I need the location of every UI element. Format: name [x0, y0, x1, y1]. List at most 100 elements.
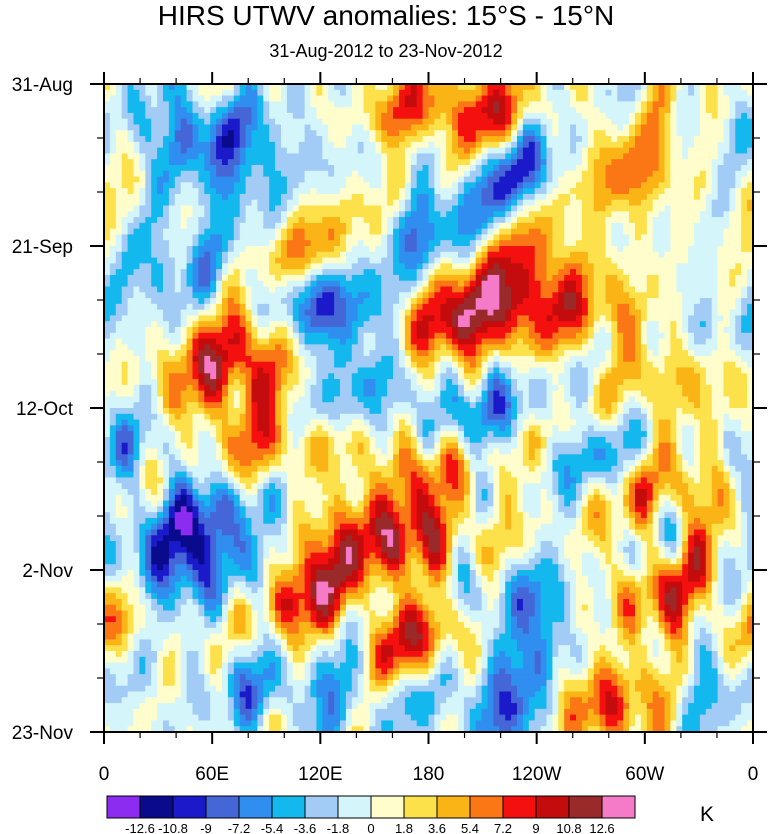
field-cell [552, 251, 571, 259]
field-cell [416, 529, 424, 536]
field-cell [481, 350, 489, 357]
field-cell [475, 396, 483, 403]
field-cell [629, 136, 636, 143]
field-cell [404, 355, 412, 363]
field-cell [511, 315, 518, 322]
field-cell [310, 263, 323, 270]
field-cell [163, 564, 170, 571]
field-cell [286, 408, 294, 415]
field-cell [511, 205, 518, 212]
field-cell [180, 101, 194, 108]
field-cell [452, 396, 459, 403]
field-cell [399, 575, 412, 583]
field-cell [210, 419, 223, 426]
field-cell [399, 332, 406, 340]
field-cell [723, 136, 730, 143]
field-cell [275, 425, 282, 432]
field-cell [198, 350, 217, 357]
field-cell [670, 84, 677, 91]
field-cell [115, 257, 123, 264]
field-cell [434, 379, 441, 386]
field-cell [198, 321, 223, 328]
field-cell [558, 454, 595, 461]
field-cell [682, 425, 695, 432]
field-cell [404, 500, 412, 507]
field-cell [540, 130, 548, 137]
field-cell [711, 570, 719, 577]
field-cell [540, 118, 553, 126]
field-cell [658, 477, 683, 484]
field-cell [210, 541, 217, 548]
field-cell [741, 541, 748, 548]
field-cell [216, 153, 235, 160]
field-cell [552, 222, 565, 230]
field-cell [711, 552, 719, 560]
field-cell [505, 500, 512, 507]
field-cell [623, 512, 630, 519]
field-cell [741, 269, 748, 276]
field-cell [658, 89, 666, 97]
field-cell [281, 384, 294, 392]
field-cell [646, 274, 660, 282]
field-cell [570, 367, 589, 374]
field-cell [286, 396, 300, 403]
field-cell [711, 165, 719, 172]
field-cell [463, 390, 483, 398]
field-cell [735, 321, 742, 328]
field-cell [564, 205, 583, 212]
field-cell [487, 379, 494, 386]
field-cell [157, 523, 164, 531]
field-cell [381, 286, 412, 293]
field-cell [198, 367, 205, 374]
field-cell [286, 506, 294, 513]
field-cell [334, 298, 347, 305]
field-cell [587, 489, 595, 496]
field-cell [410, 436, 418, 444]
field-cell [434, 506, 441, 513]
field-cell [316, 130, 329, 137]
field-cell [528, 396, 548, 403]
field-cell [275, 246, 282, 253]
field-cell [375, 107, 388, 114]
field-cell [676, 95, 701, 102]
field-cell [670, 558, 677, 565]
field-cell [233, 136, 241, 143]
field-cell [251, 587, 258, 594]
field-cell [446, 535, 453, 542]
field-cell [581, 327, 589, 334]
field-cell [558, 506, 577, 513]
field-cell [139, 431, 146, 438]
field-cell [469, 581, 477, 588]
field-cell [275, 442, 282, 450]
field-cell [227, 465, 235, 473]
field-cell [463, 489, 471, 496]
field-cell [239, 124, 247, 131]
field-cell [304, 246, 335, 253]
field-cell [617, 413, 624, 421]
field-cell [351, 130, 371, 137]
field-cell [475, 541, 524, 548]
field-cell [717, 454, 725, 461]
field-cell [269, 564, 294, 571]
field-cell [611, 361, 618, 369]
field-cell [281, 570, 300, 577]
field-cell [528, 454, 536, 461]
field-cell [670, 419, 677, 426]
field-cell [552, 170, 565, 178]
field-cell [422, 298, 430, 305]
field-cell [522, 193, 536, 201]
field-cell [440, 552, 447, 560]
field-cell [469, 257, 477, 264]
field-cell [741, 246, 753, 253]
field-cell [351, 344, 365, 351]
field-cell [269, 130, 282, 137]
field-cell [180, 396, 199, 403]
field-cell [552, 431, 583, 438]
field-cell [422, 384, 435, 392]
field-cell [717, 246, 742, 253]
field-cell [399, 84, 406, 91]
field-cell [387, 384, 412, 392]
field-cell [747, 558, 753, 565]
field-cell [629, 465, 636, 473]
